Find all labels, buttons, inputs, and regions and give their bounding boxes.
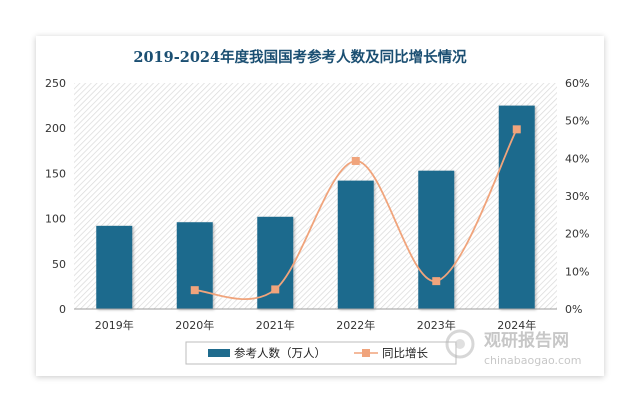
watermark-cn: 观研报告网 [483,330,569,351]
y-right-tick-label: 0% [565,303,582,316]
bar-series [96,105,535,309]
x-tick-label: 2021年 [256,318,295,332]
line-point [512,125,521,134]
legend-line-label: 同比增长 [382,346,428,360]
y-right-tick-label: 40% [565,152,589,165]
watermark-logo [445,329,475,359]
bar [418,170,455,309]
legend-bar-swatch [208,349,230,357]
y-left-tick-label: 200 [45,122,66,135]
bar [96,225,133,309]
watermark: 观研报告网 chinabaogao.com [445,329,582,367]
y-right-tick-label: 50% [565,115,589,128]
y-right-tick-label: 60% [565,77,589,90]
line-point [190,286,199,295]
line-point [351,156,360,165]
y-right-tick-label: 10% [565,265,589,278]
x-tick-label: 2020年 [175,318,214,332]
bar [257,216,294,309]
x-axis: 2019年 2020年 2021年 2022年 2023年 2024年 [74,308,557,332]
legend-box [185,341,457,365]
x-tick-label: 2023年 [417,318,456,332]
y-left-tick-label: 150 [45,167,66,180]
growth-line [194,128,518,300]
y-right-tick-label: 30% [565,190,589,203]
legend: 参考人数（万人） 同比增长 [185,341,457,365]
chart-card: 2019-2024年度我国国考参考人数及同比增长情况 0 50 100 150 200 2… [36,36,604,376]
bar [498,105,535,309]
watermark-logo-dot [455,339,465,349]
x-tick-label: 2024年 [497,318,536,332]
x-tick-label: 2022年 [336,318,375,332]
plot-area [74,83,557,309]
chart: 2019-2024年度我国国考参考人数及同比增长情况 0 50 100 150 200 2… [45,48,589,367]
x-tick-label: 2019年 [95,318,134,332]
y-axis-left: 0 50 100 150 200 250 [45,77,66,316]
y-left-tick-label: 250 [45,77,66,90]
bar [176,222,213,309]
line-point [271,285,280,294]
legend-bar-label: 参考人数（万人） [234,346,326,360]
line-point [432,277,441,286]
bar [337,180,374,309]
line-series [190,125,521,300]
y-right-tick-label: 20% [565,228,589,241]
y-left-tick-label: 100 [45,213,66,226]
y-left-tick-label: 0 [59,303,66,316]
y-axis-right: 0% 10% 20% 30% 40% 50% 60% [565,77,589,316]
watermark-en: chinabaogao.com [484,354,582,367]
legend-line-marker [362,349,370,357]
chart-title: 2019-2024年度我国国考参考人数及同比增长情况 [133,48,467,66]
y-left-tick-label: 50 [52,258,66,271]
